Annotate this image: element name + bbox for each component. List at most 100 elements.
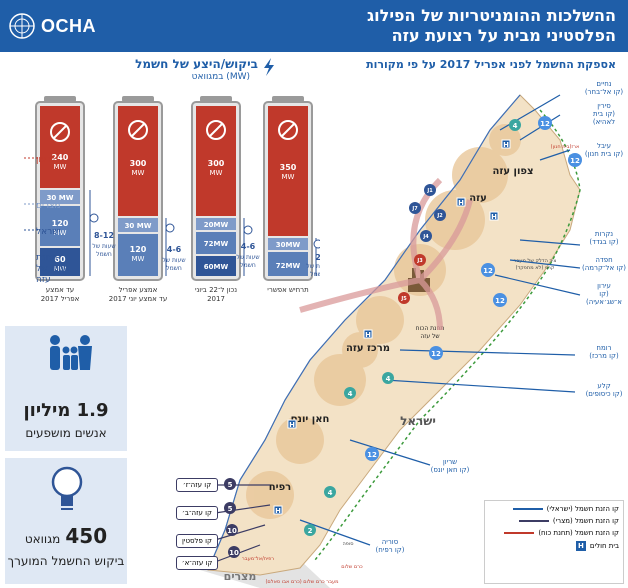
svg-text:8-12: 8-12	[94, 231, 114, 240]
egypt-line-label-4: קו עזה־א׳	[176, 556, 218, 570]
ocha-logo: OCHA	[8, 12, 96, 40]
israel-line-label-shirion: שריון (קו חאן יונס)	[430, 458, 470, 474]
svg-text:10: 10	[229, 549, 239, 557]
junction-label-2: קרני (לא מתפקד)	[516, 265, 555, 271]
country-israel: ישראל	[400, 414, 436, 428]
legend-item-israel: קו הזנת חשמל (ישראלי)	[485, 501, 623, 515]
svg-text:J2: J2	[436, 213, 443, 219]
israel-border	[314, 109, 581, 561]
egypt-line-label-3: קו פלסטין	[176, 534, 218, 548]
legend-israel: ישראל	[36, 227, 61, 237]
svg-text:72MW: 72MW	[204, 240, 229, 248]
page-title: ההשלכות ההומניטריות של הפילוג הפלסטיני מ…	[176, 6, 616, 46]
power-plant-label-2: של עזה	[420, 333, 439, 340]
legend-item-egypt: קו הזנת חשמל (מצרי)	[485, 515, 623, 527]
people-value: 1.9 מיליון	[23, 400, 109, 421]
svg-text:12: 12	[495, 297, 505, 305]
lightbulb-icon	[51, 466, 83, 510]
battery-1-label-1: 240	[52, 153, 69, 162]
svg-text:12: 12	[431, 350, 441, 358]
svg-text:10: 10	[227, 527, 237, 535]
svg-text:חשמל: חשמל	[166, 265, 182, 272]
svg-text:H: H	[503, 141, 509, 149]
battery-3-caption-1: נכון ל־22 ביוני	[195, 286, 237, 294]
title-line-1: ההשלכות ההומניטריות של הפילוג	[367, 6, 616, 25]
region-gaza: עזה	[469, 193, 487, 204]
coastline	[207, 94, 521, 571]
no-bulb-icon	[278, 120, 298, 140]
supply-demand-title: ביקוש/היצע של חשמל	[135, 57, 258, 71]
battery-legend: גרעון מצרים ישראל תחנת הכוח של עזה	[24, 155, 69, 285]
svg-text:H: H	[491, 213, 497, 221]
svg-text:H: H	[275, 507, 281, 515]
hours-indicators: 8-12 שעות של חשמל 4-6 שעות של חשמל 4-6 ש…	[89, 190, 320, 278]
crossing-rafah: רפיח/אל־מעבר	[242, 556, 274, 562]
legend-gaza-plant-1: תחנת	[36, 253, 57, 263]
israel-line-label-suria: סוריה (קו רפיח)	[375, 538, 405, 554]
battery-1-label-4: 60	[54, 255, 66, 264]
country-egypt: מצרים	[224, 570, 257, 583]
demand-value: 450	[65, 524, 108, 548]
svg-text:300: 300	[208, 159, 225, 168]
battery-2: 300 MW 30 MW 120 MW	[113, 96, 163, 281]
svg-text:MW: MW	[282, 173, 295, 181]
svg-text:שעות של: שעות של	[236, 254, 259, 261]
hospital-icon: H	[575, 541, 586, 551]
battery-1-israel	[40, 206, 80, 246]
no-bulb-icon	[50, 122, 70, 142]
svg-text:MW: MW	[210, 169, 223, 177]
supply-demand-unit: (MW) במגוואט	[191, 72, 250, 82]
battery-2-caption-1: עד אמצע יוני 2017	[109, 295, 168, 303]
svg-text:שעות של: שעות של	[162, 257, 185, 264]
legend-item-hospital: בית חולים H	[485, 539, 623, 553]
title-line-2: הפלסטיני מבית על רצועת עזה	[391, 26, 616, 45]
svg-text:350: 350	[280, 163, 297, 172]
svg-text:5: 5	[228, 481, 233, 489]
battery-4: 350 MW 30MW 72MW	[263, 96, 313, 281]
map-title: אספקת החשמל לפני אפריל 2017 על פי מקורות	[366, 58, 616, 71]
crossing-kerem-shalom-2: מעבר כרם שלום (כרם אבו סאלם)	[265, 579, 338, 585]
svg-text:30MW: 30MW	[276, 241, 301, 249]
legend-egypt: מצרים	[36, 201, 61, 211]
svg-text:120: 120	[130, 245, 147, 254]
crossing-kerem-shalom: כרם שלום	[341, 564, 363, 570]
demand-unit: מגוואט	[24, 532, 61, 546]
demand-panel: 450 מגוואט ביקוש החשמל המוערך	[5, 458, 127, 584]
no-bulb-icon	[128, 120, 148, 140]
battery-1-caption-2: אפריל 2017	[41, 295, 80, 303]
svg-text:12: 12	[483, 267, 493, 275]
svg-text:J7: J7	[411, 206, 418, 212]
crossing-erez: ארז(בית חנון)	[551, 144, 580, 150]
svg-text:300: 300	[130, 159, 147, 168]
batteries-chart: 240 MW 30 MW 120 MW 60 MW 300 MW 30 MW 1…	[24, 96, 320, 303]
crossing-sufa: סופה	[343, 541, 354, 547]
hospitals: H H H H H H	[273, 139, 511, 515]
battery-1-caption-1: עד אמצע	[46, 286, 74, 294]
svg-text:J3: J3	[416, 258, 423, 264]
egypt-line-label-2: קו עזה־ב׳	[176, 506, 218, 520]
svg-text:60MW: 60MW	[204, 263, 229, 271]
legend-deficit: גרעון	[36, 155, 56, 165]
demand-value-row: 450 מגוואט	[5, 524, 127, 548]
battery-1-egypt	[40, 190, 80, 204]
battery-1-label-3: 120	[52, 219, 69, 228]
svg-text:MW: MW	[132, 255, 145, 263]
svg-text:חשמל: חשמל	[240, 262, 256, 269]
svg-text:2: 2	[308, 527, 313, 535]
svg-text:12: 12	[540, 120, 550, 128]
battery-1-label-2: 30 MW	[47, 194, 74, 202]
battery-3: 300 MW 20MW 72MW 60MW	[191, 96, 241, 281]
un-emblem-icon	[9, 13, 35, 39]
svg-text:4: 4	[386, 375, 391, 383]
svg-text:שעות של: שעות של	[92, 243, 115, 250]
map-legend: קו הזנת חשמל (ישראלי) קו הזנת חשמל (מצרי…	[484, 500, 624, 584]
junction-label-1: ציר הדלק של מעבר	[514, 258, 557, 264]
header-banner: OCHA ההשלכות ההומניטריות של הפילוג הפלסט…	[0, 0, 628, 52]
israel-feed-lines	[299, 94, 581, 546]
battery-3-caption-2: 2017	[207, 295, 225, 303]
org-name: OCHA	[41, 15, 96, 36]
svg-text:שעות של: שעות של	[306, 263, 320, 270]
people-panel: 1.9 מיליון אנשים מושפעים	[5, 326, 127, 451]
svg-text:30 MW: 30 MW	[125, 222, 152, 230]
